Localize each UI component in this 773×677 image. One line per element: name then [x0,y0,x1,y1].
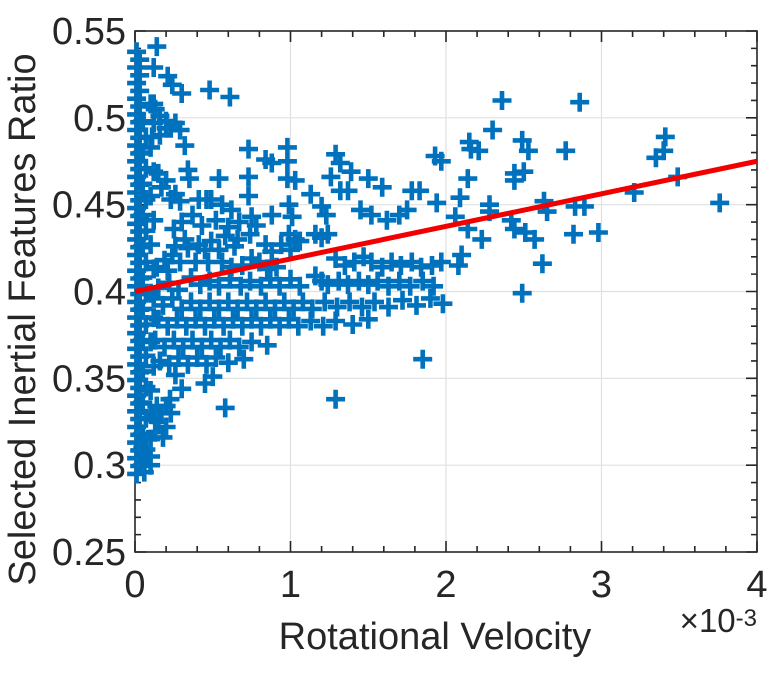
x-tick-label: 3 [591,564,612,606]
y-tick-label: 0.3 [73,445,126,487]
x-tick-label: 4 [746,564,767,606]
x-axis-label: Rotational Velocity [278,616,592,658]
x-tick-label: 0 [124,564,145,606]
y-tick-label: 0.5 [73,98,126,140]
trend-line [134,158,758,294]
x-axis-multiplier: ×10-3 [680,602,757,640]
y-tick-label: 0.4 [73,272,126,314]
y-tick-label: 0.35 [52,358,126,400]
data-markers [127,37,730,484]
multiplier-base: ×10 [679,602,736,639]
x-tick-label: 1 [280,564,301,606]
y-tick-label: 0.55 [52,11,126,53]
y-tick-label: 0.45 [52,185,126,227]
multiplier-exponent: -3 [735,605,757,632]
y-axis-label: Selected Inertial Features Ratio [2,53,44,586]
x-tick-label: 2 [435,564,456,606]
y-tick-label: 0.25 [52,532,126,574]
